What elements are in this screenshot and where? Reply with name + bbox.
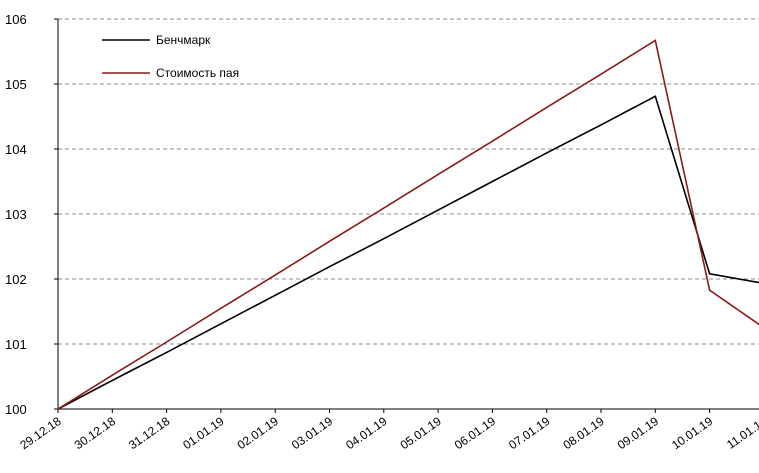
- y-tick-label: 105: [5, 77, 27, 92]
- x-tick-label: 29.12.18: [17, 414, 64, 452]
- y-tick-label: 106: [5, 12, 27, 27]
- x-tick-label: 09.01.19: [615, 414, 662, 452]
- x-tick-label: 02.01.19: [235, 414, 282, 452]
- x-tick-labels: 29.12.18 30.12.18 31.12.18 01.01.19 02.01.19…: [17, 414, 759, 452]
- y-tick-label: 100: [5, 402, 27, 417]
- legend-label-2: Стоимость пая: [156, 66, 239, 80]
- x-tick-label: 05.01.19: [398, 414, 445, 452]
- x-tick-label: 01.01.19: [180, 414, 227, 452]
- y-tick-label: 102: [5, 272, 27, 287]
- y-tick-label: 101: [5, 337, 27, 352]
- x-tick-label: 10.01.19: [669, 414, 716, 452]
- legend-label-1: Бенчмарк: [156, 33, 211, 47]
- series-lines: [58, 40, 759, 409]
- y-tick-label: 103: [5, 207, 27, 222]
- x-tick-label: 08.01.19: [560, 414, 607, 452]
- legend: Бенчмарк Стоимость пая: [102, 33, 239, 80]
- x-tick-label: 03.01.19: [289, 414, 336, 452]
- x-tick-label: 07.01.19: [506, 414, 553, 452]
- x-tick-label: 06.01.19: [452, 414, 499, 452]
- series-line-1: [58, 96, 759, 409]
- x-tick-label: 04.01.19: [343, 414, 390, 452]
- y-tick-label: 104: [5, 142, 27, 157]
- x-tick-label: 31.12.18: [126, 414, 173, 452]
- y-tick-labels: 100 101 102 103 104 105 106: [5, 12, 27, 417]
- x-tick-label: 11.01.19: [724, 414, 759, 452]
- x-tick-label: 30.12.18: [72, 414, 119, 452]
